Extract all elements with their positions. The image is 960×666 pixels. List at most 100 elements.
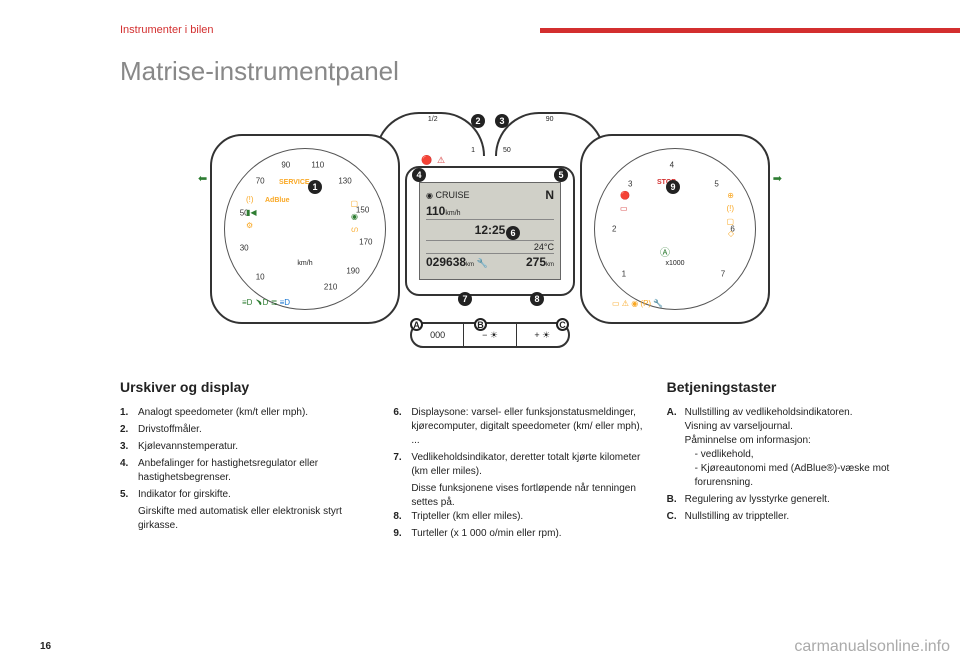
badge-9: 9 (666, 180, 680, 194)
trip: 275 (526, 255, 546, 269)
abs-icon: ⊕ (727, 191, 734, 200)
speedo-icons-left: (!) ▮◀ ⚙ (246, 194, 257, 232)
speedometer: SERVICE AdBlue km/h 10 30 50 70 90 110 1… (210, 134, 400, 324)
badge-2: 2 (471, 114, 485, 128)
gear-indicator: N (545, 188, 554, 202)
airbag-icon: ⚠ (437, 155, 445, 166)
section-label: Instrumenter i bilen (120, 24, 214, 36)
button-bar: 000 − ☀ + ☀ (410, 322, 570, 348)
engine-icon: ▢ (350, 199, 358, 208)
badge-5: 5 (554, 168, 568, 182)
c2-i8-t: Tripteller (km eller miles). (411, 510, 646, 524)
badge-3: 3 (495, 114, 509, 128)
tacho-icons-left: 🔴 ▭ (620, 190, 630, 216)
col3-heading: Betjeningstaster (667, 378, 920, 398)
watermark: carmanualsonline.info (794, 638, 950, 656)
c3-iB-n: B. (667, 493, 685, 507)
tacho-icons-right: ⊕ (!) ▢ ◇ (726, 190, 734, 241)
badge-B: B (474, 318, 487, 331)
c2-i9-n: 9. (393, 527, 411, 541)
c3-iA-l3: Påminnelse om informasjon: (685, 435, 811, 446)
tacho-n-4: 4 (670, 161, 674, 170)
tachometer: STOP x1000 1 2 3 4 5 6 7 ⊕ (!) ▢ ◇ 🔴 ▭ ▭… (580, 134, 770, 324)
c3-iA-n: A. (667, 406, 685, 490)
brake-icon: (!) (726, 204, 734, 213)
speedo-n-10: 10 (256, 273, 265, 282)
speedo-n-70: 70 (256, 177, 265, 186)
eco-icon: ▮◀ (246, 208, 257, 217)
c1-i5-n: 5. (120, 488, 138, 502)
cruise-unit: km/h (445, 210, 460, 217)
page-title: Matrise-instrumentpanel (120, 56, 399, 87)
button-a-label: 000 (430, 330, 445, 340)
badge-6: 6 (506, 226, 520, 240)
c3-iB-t: Regulering av lysstyrke generelt. (685, 493, 920, 507)
c1-i3-n: 3. (120, 440, 138, 454)
kmh-label: km/h (297, 260, 312, 267)
lane-icon: ◇ (728, 229, 734, 238)
c1-i2-n: 2. (120, 423, 138, 437)
cruise-icon-lcd: ◉ (426, 191, 433, 200)
c2-i9-t: Turteller (x 1 000 o/min eller rpm). (411, 527, 646, 541)
page-number: 16 (40, 641, 51, 652)
check-icon: ⚠ (622, 299, 629, 308)
c2-i8-n: 8. (393, 510, 411, 524)
speedo-n-170: 170 (359, 237, 372, 246)
column-1: Urskiver og display 1.Analogt speedomete… (120, 378, 373, 544)
oil-icon: 🔴 (620, 191, 630, 200)
c3-iA-b2: Kjøreautonomi med (AdBlue®)-væske mot fo… (695, 463, 890, 488)
badge-8: 8 (530, 292, 544, 306)
c2-i7-sub: Disse funksjonene vises fortløpende når … (393, 482, 646, 510)
park-icon: (P) (640, 299, 651, 308)
button-b[interactable]: − ☀ (464, 324, 516, 346)
c1-i4-t: Anbefalinger for hastighetsregulator ell… (138, 457, 373, 485)
glow-icon: ഗ (351, 225, 358, 234)
c2-i7-t: Vedlikeholdsindikator, deretter totalt k… (411, 451, 646, 479)
speedo-icons-bottom: ≡D ﹅D ≣ ≡D (242, 297, 290, 308)
speedo-n-130: 130 (338, 177, 351, 186)
center-display-panel: ◉ CRUISE N 110km/h 12:25 24°C 029638km (405, 166, 575, 296)
low-beam-icon: ≣ (271, 298, 278, 307)
c2-i7-n: 7. (393, 451, 411, 479)
badge-1: 1 (308, 180, 322, 194)
accent-bar (540, 28, 960, 33)
badge-A: A (410, 318, 423, 331)
c1-i1-n: 1. (120, 406, 138, 420)
speedo-n-90: 90 (281, 161, 290, 170)
c1-i3-t: Kjølevannstemperatur. (138, 440, 373, 454)
col1-heading: Urskiver og display (120, 378, 373, 398)
left-turn-icon: ⬅ (198, 172, 207, 185)
adblue-label: AdBlue (265, 197, 290, 204)
tacho-n-7: 7 (721, 269, 725, 278)
speedo-n-190: 190 (346, 266, 359, 275)
button-b-label: − ☀ (482, 330, 498, 341)
cruise-icon: ◉ (351, 212, 358, 221)
instrument-cluster-figure: 0 1/2 1 ⛽ 🔴 ⚠ 2 50 90 130 🌡 3 SERVICE Ad… (210, 104, 770, 354)
pos-light-icon: ≡D (242, 298, 252, 307)
c3-iC-t: Nullstilling av trippteller. (685, 510, 920, 524)
x1000-label: x1000 (665, 260, 684, 267)
battery-icon: ▭ (620, 204, 628, 213)
eco-a-icon: Ⓐ (660, 244, 670, 259)
c3-iA-l1: Nullstilling av vedlikeholdsindikatoren. (685, 407, 853, 418)
button-c-label: + ☀ (534, 330, 550, 341)
right-turn-icon: ➡ (773, 172, 782, 185)
c1-i1-t: Analogt speedometer (km/t eller mph). (138, 406, 373, 420)
speedo-n-30: 30 (240, 244, 249, 253)
outside-temp: 24°C (534, 242, 554, 252)
speedo-icons-right: ▢ ◉ ഗ (350, 198, 358, 236)
badge-C: C (556, 318, 569, 331)
batt2-icon: ▭ (612, 299, 620, 308)
tacho-n-3: 3 (628, 180, 632, 189)
c3-iA-l2: Visning av varseljournal. (685, 421, 793, 432)
service-label: SERVICE (279, 179, 310, 186)
wrench-icon: 🔧 (477, 258, 488, 268)
clock: 12:25 (475, 223, 506, 237)
fog-icon: ﹅D (255, 298, 269, 307)
c3-iC-n: C. (667, 510, 685, 524)
c1-i5-sub: Girskifte med automatisk eller elektroni… (120, 505, 373, 533)
wrench2-icon: 🔧 (653, 299, 663, 308)
c2-i6-t: Displaysone: varsel- eller funksjonstatu… (411, 406, 646, 448)
c1-i2-t: Drivstoffmåler. (138, 423, 373, 437)
fuel-mark-1: 1 (471, 147, 475, 154)
